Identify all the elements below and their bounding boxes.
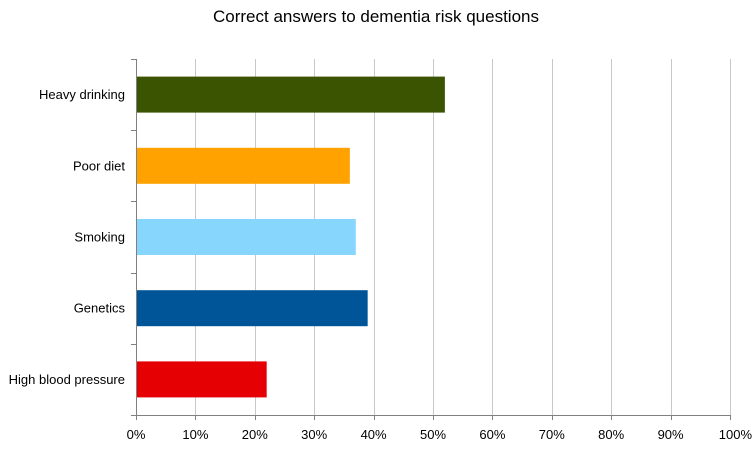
x-tick-label-90: 90% <box>658 427 684 442</box>
x-tick-label-80: 80% <box>598 427 624 442</box>
category-label-heavy-drinking: Heavy drinking <box>39 87 125 102</box>
category-label-genetics: Genetics <box>74 301 126 316</box>
bars <box>136 76 445 398</box>
x-tick-label-70: 70% <box>539 427 565 442</box>
bar-poor-diet <box>136 147 350 184</box>
x-tick-labels: 0% 10% 20% 30% 40% 50% 60% 70% 80% 90% 100% <box>127 427 753 442</box>
x-tick-label-40: 40% <box>361 427 387 442</box>
axes <box>131 59 731 420</box>
x-tick-label-20: 20% <box>242 427 268 442</box>
x-tick-label-0: 0% <box>127 427 146 442</box>
x-tick-label-100: 100% <box>719 427 753 442</box>
x-tick-label-30: 30% <box>301 427 327 442</box>
bar-smoking <box>136 219 356 255</box>
bar-genetics <box>136 290 368 327</box>
x-tick-label-50: 50% <box>420 427 446 442</box>
x-tick-label-10: 10% <box>182 427 208 442</box>
category-label-high-blood-pressure: High blood pressure <box>9 372 125 387</box>
gridlines <box>195 59 731 415</box>
chart-title: Correct answers to dementia risk questio… <box>213 7 539 26</box>
category-label-poor-diet: Poor diet <box>73 158 125 173</box>
x-tick-label-60: 60% <box>479 427 505 442</box>
bar-heavy-drinking <box>136 76 445 113</box>
category-label-smoking: Smoking <box>74 230 125 245</box>
bar-high-blood-pressure <box>136 361 267 398</box>
category-labels: Heavy drinking Poor diet Smoking Genetics Hi… <box>9 87 126 387</box>
